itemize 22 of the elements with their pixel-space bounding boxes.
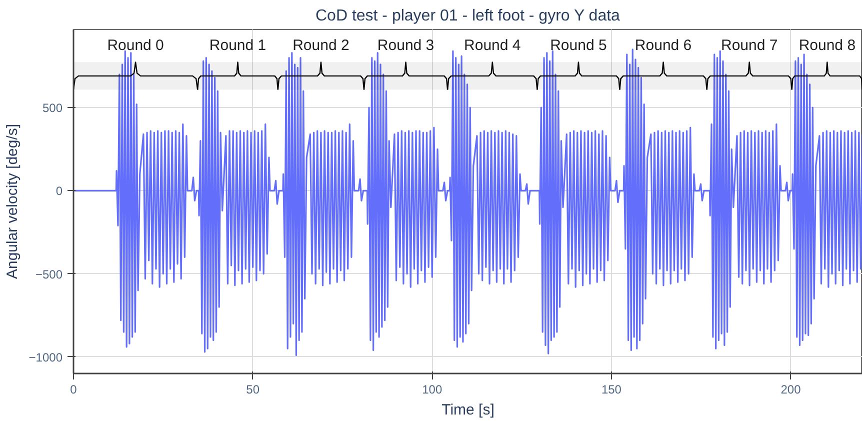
x-axis-title: Time [s] xyxy=(442,402,494,418)
band-label: Round 0 xyxy=(107,36,164,54)
x-tick-label: 100 xyxy=(422,382,442,396)
band-label: Round 2 xyxy=(292,36,350,54)
y-tick-label: 0 xyxy=(56,184,63,198)
band-label: Round 6 xyxy=(634,36,692,54)
y-tick-label: 500 xyxy=(42,101,63,116)
y-tick-label: −500 xyxy=(35,267,63,282)
band-label: Round 7 xyxy=(720,36,778,54)
band-label: Round 4 xyxy=(464,36,521,54)
x-tick-label: 150 xyxy=(601,382,622,396)
x-tick-label: 200 xyxy=(780,382,802,396)
x-tick-label: 50 xyxy=(246,382,260,396)
line-series xyxy=(74,48,862,356)
band-label: Round 8 xyxy=(798,36,856,54)
chart-title: CoD test - player 01 - left foot - gyro Y data xyxy=(315,8,620,24)
band-label: Round 3 xyxy=(377,36,434,54)
band-label: Round 1 xyxy=(209,36,266,54)
y-axis-title: Angular velocity [deg/s] xyxy=(4,124,21,280)
y-tick-label: −1000 xyxy=(28,350,63,364)
band-label: Round 5 xyxy=(550,36,607,54)
x-tick-label: 0 xyxy=(70,382,78,396)
